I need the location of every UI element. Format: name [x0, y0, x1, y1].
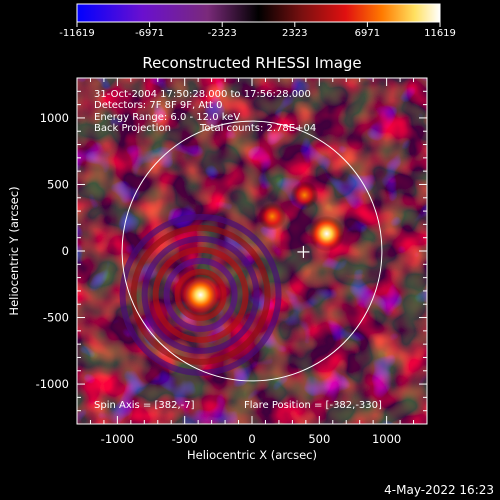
emission-source [308, 215, 345, 252]
y-tick-label: 0 [62, 244, 69, 258]
back-projection-ring [119, 213, 282, 376]
energy-range-label: Energy Range: 6.0 - 12.0 keV [94, 112, 240, 123]
emission-source [258, 202, 287, 231]
colorbar-tick-label: 6971 [355, 28, 380, 39]
emission-source [178, 272, 223, 317]
back-projection-ring [141, 235, 260, 354]
solar-limb-circle [121, 120, 383, 382]
x-tick-labels: -1000 -500 0 500 1000 [101, 432, 402, 446]
emission-source [290, 181, 319, 210]
x-tick-label: -1000 [101, 432, 134, 446]
colorbar-tick-label: -2323 [208, 28, 237, 39]
x-tick-label: -500 [172, 432, 198, 446]
y-tick-label: -1000 [36, 377, 69, 391]
back-projection-ring [152, 246, 249, 343]
y-tick-label: -500 [43, 311, 69, 325]
chart-title: Reconstructed RHESSI Image [142, 54, 361, 72]
method-label: Back Projection [94, 123, 171, 134]
y-tick-label: 500 [47, 177, 69, 191]
flare-position-label: Flare Position = [-382,-330] [244, 400, 382, 411]
colorbar-tick-label: 2323 [282, 28, 307, 39]
x-tick-label: 1000 [372, 432, 401, 446]
source-layer [178, 181, 345, 317]
frame-ticks [77, 78, 427, 424]
x-axis-label: Heliocentric X (arcsec) [187, 448, 317, 462]
x-tick-label: 0 [248, 432, 255, 446]
y-tick-labels: -1000 -500 0 500 1000 [36, 111, 69, 391]
colorbar [76, 3, 441, 23]
x-tick-label: 500 [308, 432, 330, 446]
colorbar-tick-label: 11619 [424, 28, 456, 39]
y-axis-label: Heliocentric Y (arcsec) [7, 186, 21, 315]
colorbar-tick-label: -6971 [135, 28, 164, 39]
back-projection-ring [130, 224, 271, 365]
back-projection-ring [174, 268, 227, 321]
spin-axis-marker [297, 245, 310, 258]
colorbar-tick-label: -11619 [59, 28, 94, 39]
y-tick-label: 1000 [40, 111, 69, 125]
back-projection-ring [163, 257, 238, 332]
colorbar-ticks: -11619 -6971 -2323 2323 6971 11619 [59, 22, 456, 39]
total-counts-label: Total counts: 2.78E+04 [199, 123, 316, 134]
detectors-label: Detectors: 7F 8F 9F, Att 0 [94, 100, 222, 111]
image-area [77, 78, 427, 424]
footer-date: 4-May-2022 16:23 [384, 483, 494, 497]
spin-axis-label: Spin Axis = [382,-7] [94, 400, 195, 411]
time-range-label: 31-Oct-2004 17:50:28.000 to 17:56:28.000 [94, 89, 311, 100]
